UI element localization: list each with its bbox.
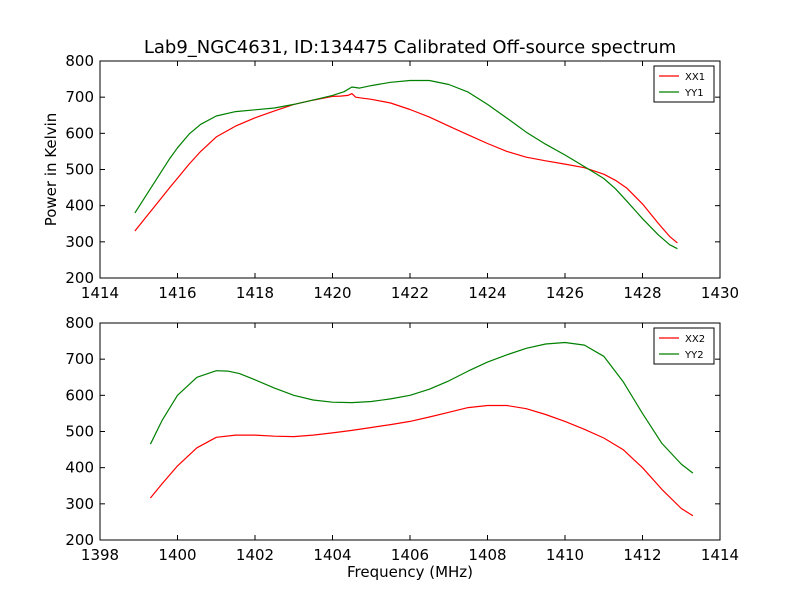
top-legend-box xyxy=(653,65,715,103)
bottom-y-tick-label: 400 xyxy=(65,459,94,477)
top-legend-label-yy1: YY1 xyxy=(684,88,704,99)
bottom-series-yy2-line xyxy=(149,341,694,474)
top-x-tick-label: 1428 xyxy=(623,284,661,302)
top-x-tick-label: 1426 xyxy=(546,284,584,302)
top-y-tick-label: 600 xyxy=(65,124,94,142)
bottom-legend-label-yy2: YY2 xyxy=(684,350,704,361)
top-y-tick-label: 500 xyxy=(65,161,94,179)
top-y-tick-label: 800 xyxy=(65,52,94,70)
bottom-y-tick-label: 600 xyxy=(65,386,94,404)
top-y-tick-label: 400 xyxy=(65,197,94,215)
bottom-series-xx2-line xyxy=(149,404,694,517)
top-y-tick-label: 700 xyxy=(65,88,94,106)
figure-title: Lab9_NGC4631, ID:134475 Calibrated Off-s… xyxy=(144,37,676,58)
top-y-tick-label: 200 xyxy=(65,269,94,287)
top-x-tick-label: 1418 xyxy=(236,284,274,302)
top-axes-frame xyxy=(99,60,721,279)
top-y-axis-label: Power in Kelvin xyxy=(42,113,60,227)
top-series-xx1-line xyxy=(134,92,678,244)
bottom-y-tick-label: 300 xyxy=(65,495,94,513)
top-chart-panel: 1414 1416 1418 1420 1422 1424 1426 1428 1430 200 3… xyxy=(42,52,739,302)
bottom-x-tick-label: 1404 xyxy=(313,546,351,564)
bottom-x-axis-label: Frequency (MHz) xyxy=(347,563,473,581)
top-x-tick-label: 1416 xyxy=(158,284,196,302)
bottom-y-tick-label: 200 xyxy=(65,531,94,549)
bottom-x-tick-label: 1400 xyxy=(158,546,196,564)
bottom-y-tick-label: 500 xyxy=(65,423,94,441)
bottom-legend-label-xx2: XX2 xyxy=(685,334,705,345)
top-x-tick-label: 1414 xyxy=(81,284,119,302)
bottom-x-tick-label: 1406 xyxy=(391,546,429,564)
bottom-y-tick-label: 800 xyxy=(65,314,94,332)
top-legend-label-xx1: XX1 xyxy=(685,72,705,83)
top-x-tick-label: 1422 xyxy=(391,284,429,302)
bottom-x-tick-label: 1402 xyxy=(236,546,274,564)
top-x-tick-label: 1430 xyxy=(701,284,739,302)
bottom-x-tick-label: 1398 xyxy=(81,546,119,564)
top-x-tick-label: 1420 xyxy=(313,284,351,302)
bottom-axes-frame xyxy=(99,322,721,541)
bottom-x-tick-label: 1410 xyxy=(546,546,584,564)
bottom-y-tick-label: 700 xyxy=(65,350,94,368)
top-y-tick-label: 300 xyxy=(65,233,94,251)
bottom-legend-box xyxy=(653,327,715,365)
bottom-x-tick-label: 1414 xyxy=(701,546,739,564)
top-x-tick-label: 1424 xyxy=(468,284,506,302)
top-series-yy1-line xyxy=(134,79,678,250)
bottom-chart-panel: 1398 1400 1402 1404 1406 1408 1410 1412 1414 200 3… xyxy=(65,314,739,581)
bottom-x-tick-label: 1412 xyxy=(623,546,661,564)
bottom-x-tick-label: 1408 xyxy=(468,546,506,564)
